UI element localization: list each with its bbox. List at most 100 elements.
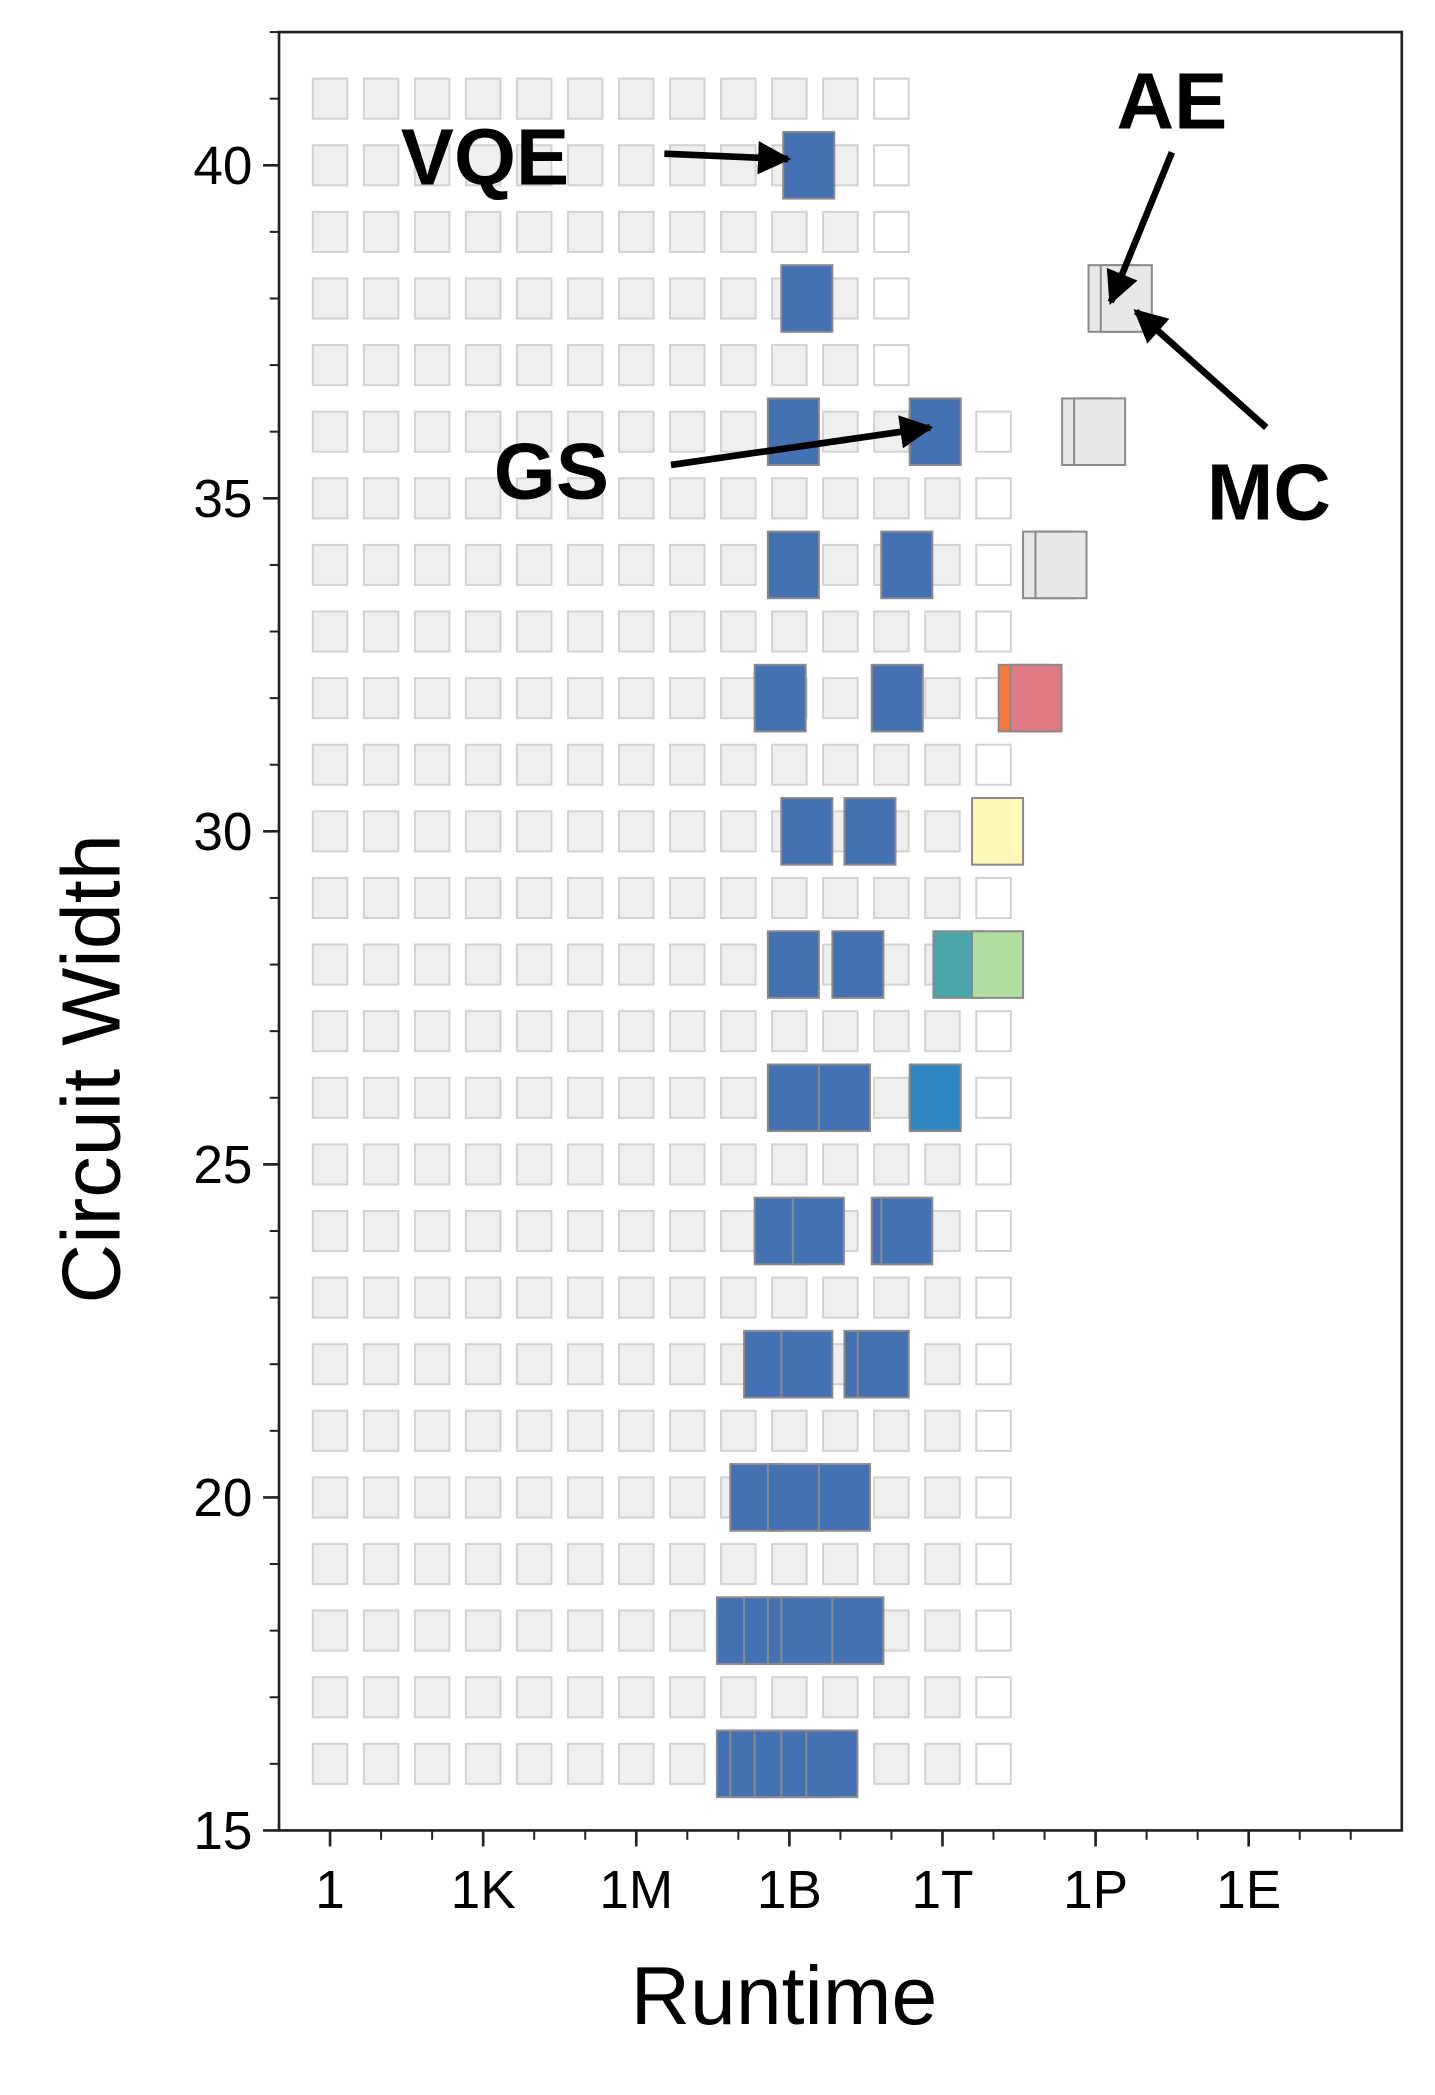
grid-cell [566,677,604,720]
grid-cell [413,1476,451,1519]
grid-cell [362,1010,400,1053]
x-tick-label: 1E [1216,1861,1281,1920]
grid-cell [720,1076,757,1119]
y-tick-label: 40 [193,137,252,196]
grid-cell [617,1143,655,1186]
runtime-box [791,1196,845,1266]
grid-cell [822,344,859,387]
annotation: GS [494,426,609,515]
grid-cell [617,277,655,320]
grid-cell [515,1409,553,1452]
grid-cell [873,1076,910,1119]
grid-cell [975,876,1012,919]
grid-cell [822,1676,859,1719]
grid-cell [975,477,1012,520]
grid-cell [617,1542,655,1586]
grid-cell [464,1742,502,1785]
grid-cell [311,477,349,520]
grid-cell [822,1010,859,1053]
grid-cell [464,1676,502,1719]
grid-cell [311,144,349,187]
grid-cell [464,810,502,853]
grid-cell [873,1276,910,1319]
grid-cell [566,77,604,120]
grid-cell [311,1409,349,1452]
marks [715,130,1153,1799]
grid-cell [822,1409,859,1452]
grid-cell [975,1476,1012,1519]
grid-cell [515,743,553,786]
grid-cell [515,1742,553,1785]
grid-cell [924,1343,961,1386]
grid-cell [515,144,553,187]
cells [311,77,1012,1785]
grid-cell [617,677,655,720]
runtime-box [780,1329,834,1399]
grid-cell [362,1542,400,1586]
grid-cell [566,1076,604,1119]
grid-cell [566,810,604,853]
grid-cell [566,1676,604,1719]
grid-cell [413,210,451,253]
grid-cell [720,1542,757,1586]
grid-cell [464,1343,502,1386]
grid-cell [617,876,655,919]
grid-cell [464,144,502,187]
grid-cell [720,1676,757,1719]
grid-cell [617,1010,655,1053]
annotation: AE [1117,56,1228,145]
runtime-box [831,930,885,999]
grid-cell [362,477,400,520]
grid-cell [464,876,502,919]
grid-cell [617,543,655,586]
grid-cell [720,610,757,653]
grid-cell [873,743,910,786]
grid-cell [873,1742,910,1785]
grid-cell [720,77,757,120]
grid-cell [669,477,706,520]
grid-cell [566,210,604,253]
grid-cell [924,1676,961,1719]
grid-cell [566,344,604,387]
runtime-box [780,797,834,866]
grid-cell [464,1143,502,1186]
grid-cell [464,210,502,253]
grid-cell [975,1076,1012,1119]
grid-cell [311,344,349,387]
grid-cell [924,810,961,853]
grid-cell [873,1542,910,1586]
grid-cell [822,1276,859,1319]
grid-cell [362,344,400,387]
runtime-box [1034,530,1088,600]
grid-cell [413,610,451,653]
runtime-box [856,1329,910,1399]
grid-cell [822,677,859,720]
grid-cell [975,1542,1012,1586]
grid-cell [413,344,451,387]
grid-cell [873,1676,910,1719]
grid-cell [464,1010,502,1053]
grid-cell [975,1609,1012,1652]
grid-cell [311,210,349,253]
grid-cell [464,410,502,453]
grid-cell [515,1209,553,1253]
grid-cell [311,77,349,120]
grid-cell [464,1409,502,1452]
grid-cell [669,344,706,387]
grid-cell [515,1476,553,1519]
grid-cell [464,1476,502,1519]
grid-cell [362,1276,400,1319]
grid-cell [720,543,757,586]
grid-cell [311,1010,349,1053]
grid-cell [566,1609,604,1652]
grid-cell [464,543,502,586]
grid-cell [617,743,655,786]
grid-cell [311,1276,349,1319]
runtime-box [782,130,836,200]
grid-cell [362,1609,400,1652]
grid-cell [464,677,502,720]
annotation: MC [1207,448,1331,537]
grid-cell [873,1409,910,1452]
runtime-box [805,1729,859,1799]
